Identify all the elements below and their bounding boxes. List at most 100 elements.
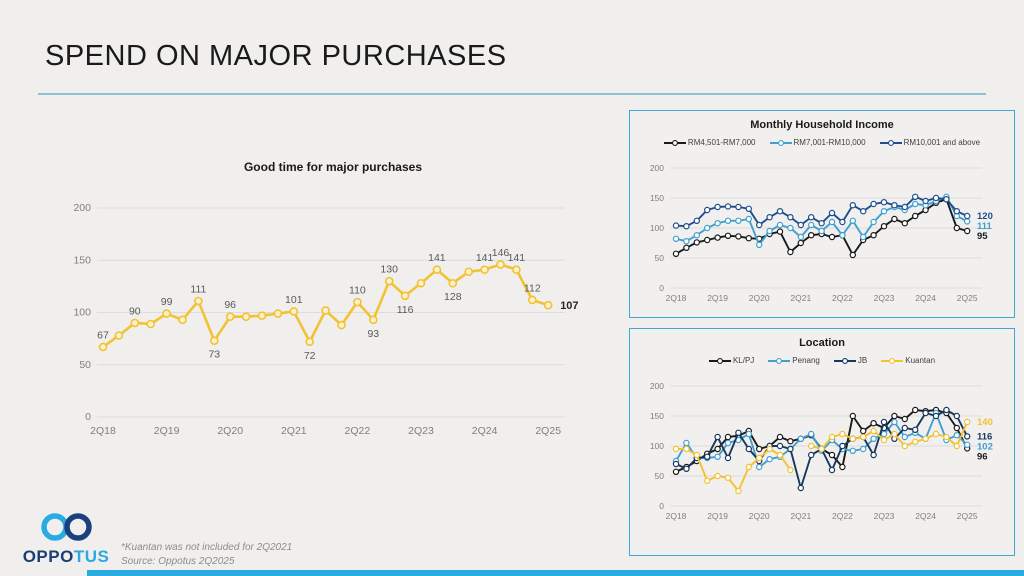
data-point bbox=[807, 442, 815, 450]
data-point-label: 93 bbox=[367, 328, 379, 340]
data-point bbox=[755, 445, 763, 453]
data-point-label: 67 bbox=[97, 329, 109, 341]
income-chart-panel: Monthly Household Income RM4,501-RM7,000… bbox=[629, 110, 1015, 318]
data-point bbox=[912, 193, 919, 201]
data-point bbox=[735, 233, 742, 240]
data-point bbox=[912, 426, 919, 434]
data-point bbox=[891, 418, 898, 426]
data-point-label: 116 bbox=[397, 304, 414, 316]
data-point bbox=[964, 441, 971, 449]
data-point-label: 141 bbox=[428, 252, 446, 264]
data-point bbox=[735, 203, 742, 211]
data-point bbox=[724, 232, 732, 240]
data-point bbox=[807, 213, 815, 221]
income-chart-title: Monthly Household Income bbox=[750, 119, 894, 131]
data-point bbox=[964, 418, 971, 426]
data-point bbox=[953, 412, 960, 420]
legend-dot bbox=[671, 139, 678, 146]
y-axis-tick-label: 150 bbox=[650, 193, 664, 203]
data-point bbox=[703, 477, 711, 485]
data-point bbox=[849, 412, 856, 420]
data-point bbox=[807, 221, 815, 229]
data-point bbox=[953, 207, 960, 215]
data-point bbox=[448, 278, 458, 288]
data-point bbox=[891, 202, 898, 209]
legend-label: Penang bbox=[792, 356, 820, 365]
x-axis-tick-label: 2Q25 bbox=[957, 511, 978, 521]
data-point bbox=[766, 445, 773, 453]
data-point bbox=[273, 309, 283, 318]
data-point bbox=[512, 265, 521, 274]
data-point bbox=[953, 442, 960, 450]
x-axis-tick-label: 2Q20 bbox=[749, 511, 770, 521]
data-point bbox=[776, 221, 784, 229]
legend-item: Penang bbox=[768, 356, 820, 365]
data-point bbox=[416, 278, 426, 288]
data-point bbox=[755, 463, 763, 471]
legend-dot bbox=[776, 357, 783, 364]
legend-item: JB bbox=[833, 356, 867, 365]
location-chart-plot: 0 50 100 150 200 2Q18 2Q19 2Q20 2Q21 2Q22 2Q23 2Q24… bbox=[650, 381, 993, 521]
x-axis-tick-label: 2Q19 bbox=[707, 293, 728, 303]
legend-dot bbox=[717, 357, 723, 364]
data-point bbox=[943, 433, 950, 441]
data-point bbox=[337, 320, 346, 330]
data-point bbox=[130, 318, 140, 328]
data-point bbox=[891, 412, 898, 420]
data-point bbox=[839, 430, 846, 438]
legend-marker-icon bbox=[768, 357, 791, 364]
data-point bbox=[807, 430, 815, 438]
data-point bbox=[828, 233, 836, 241]
income-chart-legend: RM4,501-RM7,000 RM7,001-RM10,000 RM10,001 … bbox=[630, 138, 1014, 147]
data-point bbox=[964, 218, 971, 225]
data-point bbox=[683, 439, 690, 447]
data-point bbox=[745, 445, 753, 453]
data-point bbox=[849, 435, 856, 443]
series-line bbox=[676, 448, 792, 492]
bottom-accent-bar bbox=[87, 570, 1024, 576]
legend-label: RM10,001 and above bbox=[903, 138, 981, 147]
data-point bbox=[787, 437, 794, 445]
data-point bbox=[797, 221, 804, 229]
data-point bbox=[735, 217, 742, 225]
data-point bbox=[703, 453, 711, 461]
legend-item: KL/PJ bbox=[708, 356, 754, 365]
y-axis-tick-label: 50 bbox=[79, 359, 91, 371]
data-point bbox=[828, 218, 836, 226]
data-point bbox=[745, 430, 753, 438]
x-axis-tick-label: 2Q21 bbox=[281, 425, 307, 437]
data-point bbox=[807, 231, 815, 239]
data-point bbox=[724, 454, 732, 462]
location-chart-title: Location bbox=[799, 337, 845, 349]
data-point bbox=[496, 260, 505, 269]
data-point bbox=[932, 412, 940, 420]
data-point bbox=[776, 442, 784, 450]
data-point bbox=[912, 212, 919, 220]
data-point bbox=[953, 424, 960, 432]
x-axis-tick-label: 2Q22 bbox=[832, 511, 853, 521]
data-point bbox=[714, 219, 721, 227]
data-point bbox=[714, 234, 721, 241]
data-point bbox=[672, 250, 680, 258]
logo-text-primary: OPPO bbox=[22, 547, 74, 566]
data-point bbox=[776, 228, 784, 235]
x-axis-tick-label: 2Q18 bbox=[666, 511, 687, 521]
x-axis-tick-label: 2Q23 bbox=[874, 511, 895, 521]
data-point bbox=[901, 219, 908, 227]
data-point bbox=[818, 227, 825, 235]
legend-dot bbox=[841, 357, 848, 364]
data-point bbox=[724, 203, 732, 210]
legend-marker-icon bbox=[663, 139, 686, 146]
page-title: SPEND ON MAJOR PURCHASES bbox=[45, 40, 507, 72]
x-axis-tick-label: 2Q22 bbox=[345, 425, 371, 437]
data-point bbox=[480, 265, 489, 274]
x-axis-tick-label: 2Q20 bbox=[749, 293, 770, 303]
data-point bbox=[368, 315, 378, 325]
data-point bbox=[932, 194, 940, 202]
x-axis-tick-label: 2Q19 bbox=[707, 511, 728, 521]
data-point bbox=[146, 319, 155, 329]
data-point-label: 96 bbox=[224, 299, 236, 311]
y-axis-tick-label: 150 bbox=[73, 254, 91, 266]
legend-item: RM4,501-RM7,000 bbox=[663, 138, 756, 147]
series-line bbox=[810, 421, 969, 450]
